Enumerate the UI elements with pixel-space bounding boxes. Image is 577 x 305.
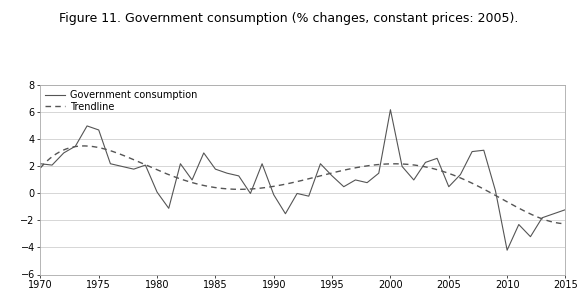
Government consumption <box>562 208 569 211</box>
Government consumption <box>457 173 464 176</box>
Government consumption <box>387 108 394 112</box>
Line: Trendline: Trendline <box>40 146 565 224</box>
Government consumption <box>177 162 184 166</box>
Line: Government consumption: Government consumption <box>40 110 565 250</box>
Government consumption <box>247 192 254 195</box>
Government consumption <box>539 216 546 220</box>
Trendline <box>290 181 297 184</box>
Government consumption <box>119 165 126 168</box>
Government consumption <box>469 150 475 153</box>
Government consumption <box>165 206 172 210</box>
Government consumption <box>37 162 44 166</box>
Government consumption <box>305 194 312 198</box>
Trendline <box>469 181 475 185</box>
Government consumption <box>527 235 534 239</box>
Government consumption <box>317 162 324 166</box>
Government consumption <box>48 163 55 167</box>
Government consumption <box>294 192 301 195</box>
Trendline <box>562 222 569 226</box>
Trendline <box>37 166 44 170</box>
Government consumption <box>200 151 207 155</box>
Government consumption <box>84 124 91 128</box>
Government consumption <box>504 248 511 252</box>
Government consumption <box>550 212 557 216</box>
Government consumption <box>130 167 137 171</box>
Government consumption <box>492 189 499 192</box>
Government consumption <box>189 178 196 182</box>
Government consumption <box>258 162 265 166</box>
Government consumption <box>142 163 149 167</box>
Government consumption <box>60 151 67 155</box>
Government consumption <box>212 167 219 171</box>
Government consumption <box>410 178 417 182</box>
Government consumption <box>364 181 370 185</box>
Government consumption <box>224 171 231 175</box>
Government consumption <box>434 156 441 160</box>
Government consumption <box>282 212 289 216</box>
Government consumption <box>352 178 359 182</box>
Government consumption <box>270 193 277 197</box>
Text: Figure 11. Government consumption (% changes, constant prices: 2005).: Figure 11. Government consumption (% cha… <box>59 12 518 25</box>
Government consumption <box>515 223 522 226</box>
Government consumption <box>107 162 114 166</box>
Government consumption <box>445 185 452 188</box>
Legend: Government consumption, Trendline: Government consumption, Trendline <box>45 90 197 112</box>
Government consumption <box>329 174 336 178</box>
Trendline <box>550 221 557 224</box>
Government consumption <box>235 174 242 178</box>
Government consumption <box>422 160 429 164</box>
Government consumption <box>399 165 406 168</box>
Trendline <box>322 173 329 176</box>
Government consumption <box>375 171 382 175</box>
Government consumption <box>72 144 79 148</box>
Government consumption <box>153 190 160 194</box>
Government consumption <box>95 128 102 132</box>
Trendline <box>350 166 357 170</box>
Government consumption <box>480 149 487 152</box>
Government consumption <box>340 185 347 188</box>
Trendline <box>80 144 87 148</box>
Trendline <box>287 181 294 185</box>
